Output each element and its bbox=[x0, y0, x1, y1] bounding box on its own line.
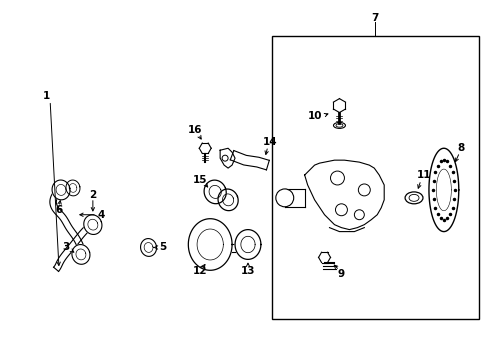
Polygon shape bbox=[284, 189, 304, 207]
Text: 7: 7 bbox=[371, 13, 378, 23]
Text: 2: 2 bbox=[89, 190, 96, 200]
Circle shape bbox=[354, 210, 364, 220]
Polygon shape bbox=[72, 244, 90, 264]
Circle shape bbox=[358, 184, 369, 196]
Ellipse shape bbox=[404, 192, 422, 204]
Circle shape bbox=[222, 155, 227, 161]
Text: 10: 10 bbox=[307, 111, 321, 121]
Polygon shape bbox=[218, 189, 238, 211]
Polygon shape bbox=[52, 180, 70, 200]
Polygon shape bbox=[230, 150, 269, 170]
Polygon shape bbox=[203, 180, 226, 204]
Text: 16: 16 bbox=[188, 125, 202, 135]
Polygon shape bbox=[50, 182, 86, 255]
Text: 8: 8 bbox=[456, 143, 464, 153]
Text: 6: 6 bbox=[55, 205, 62, 215]
Polygon shape bbox=[188, 219, 232, 270]
Text: 4: 4 bbox=[97, 210, 104, 220]
Text: 11: 11 bbox=[416, 170, 430, 180]
Polygon shape bbox=[83, 215, 102, 234]
Polygon shape bbox=[140, 239, 156, 256]
Bar bbox=[271, 36, 478, 319]
Text: 13: 13 bbox=[240, 266, 255, 276]
Text: 5: 5 bbox=[159, 243, 166, 252]
Circle shape bbox=[330, 171, 344, 185]
Text: 9: 9 bbox=[337, 269, 345, 279]
Polygon shape bbox=[304, 160, 384, 230]
Text: 15: 15 bbox=[193, 175, 207, 185]
Ellipse shape bbox=[333, 122, 345, 129]
Polygon shape bbox=[428, 148, 458, 231]
Text: 1: 1 bbox=[42, 91, 50, 101]
Polygon shape bbox=[54, 218, 95, 271]
Polygon shape bbox=[220, 148, 235, 168]
Text: 3: 3 bbox=[62, 243, 69, 252]
Polygon shape bbox=[66, 180, 80, 196]
Text: 12: 12 bbox=[193, 266, 207, 276]
Text: 14: 14 bbox=[262, 137, 277, 147]
Polygon shape bbox=[235, 230, 261, 259]
Circle shape bbox=[335, 204, 346, 216]
Circle shape bbox=[275, 189, 293, 207]
